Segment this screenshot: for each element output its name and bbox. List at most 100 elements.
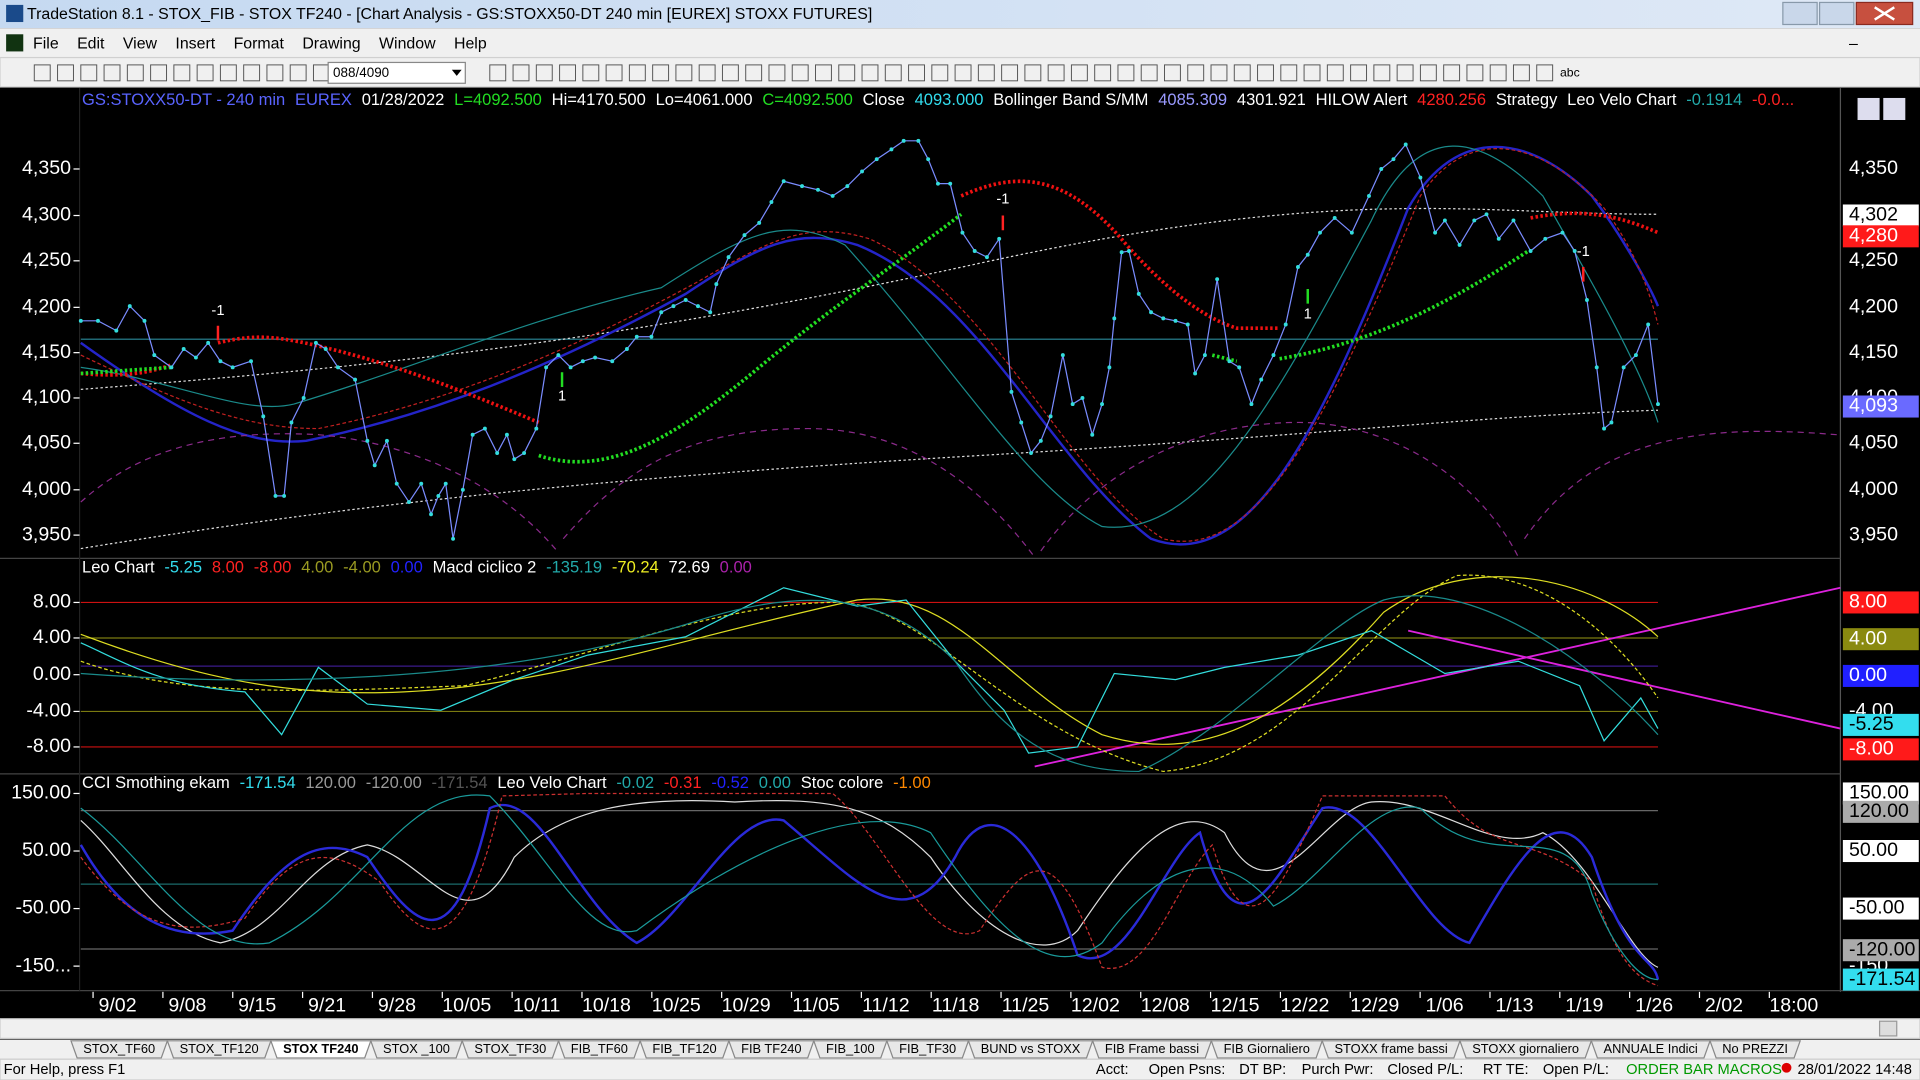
minimize-button[interactable] [1782,1,1818,26]
text-tool[interactable]: abc [1560,66,1580,80]
tab[interactable]: STOX TF240 [270,1040,372,1059]
tool-button[interactable] [150,64,168,82]
tool-button[interactable] [605,64,623,82]
tool-button[interactable] [1047,64,1065,82]
symbol-combobox[interactable] [327,61,466,84]
price-dot [1193,371,1198,376]
price-dot [972,249,977,253]
menu-item[interactable]: Format [234,35,285,52]
tab[interactable]: FIB_TF120 [639,1040,730,1059]
tab[interactable]: FIB_TF30 [885,1040,970,1059]
tool-button[interactable] [243,64,261,82]
tool-button[interactable] [559,64,576,82]
tool-button[interactable] [1117,64,1135,82]
price-dot [800,184,805,189]
scroll-thumb[interactable] [1878,1020,1898,1037]
tool-button[interactable] [1326,64,1344,82]
menu-item[interactable]: Drawing [302,35,360,52]
menu-item[interactable]: Edit [77,35,105,52]
tool-button[interactable] [196,64,214,82]
tool-button[interactable] [815,64,832,82]
tool-button[interactable] [838,64,856,82]
tool-button[interactable] [80,64,98,82]
tool-button[interactable] [103,64,121,82]
tool-button[interactable] [1350,64,1368,82]
menu-item[interactable]: Insert [175,35,215,52]
tab[interactable]: STOXX giornaliero [1459,1040,1593,1059]
tab[interactable]: FIB Frame bassi [1091,1040,1213,1059]
menu-item[interactable]: File [33,35,59,52]
tab[interactable]: STOX_TF120 [166,1040,272,1059]
tool-button[interactable] [33,64,51,82]
tool-button[interactable] [219,64,237,82]
tab[interactable]: FIB TF240 [728,1040,815,1059]
tab[interactable]: FIB_TF60 [557,1040,642,1059]
tool-button[interactable] [1070,64,1088,82]
x-tick-label: 9/02 [98,995,136,1017]
tool-button[interactable] [535,64,553,82]
pane-button[interactable] [1883,97,1906,120]
tool-button[interactable] [1257,64,1274,82]
tool-button[interactable] [1094,64,1112,82]
tab[interactable]: FIB Giornaliero [1210,1040,1324,1059]
tab[interactable]: STOX _100 [369,1040,464,1059]
tool-button[interactable] [266,64,284,82]
tool-button[interactable] [1233,64,1251,82]
menu-item[interactable]: Help [454,35,487,52]
price-dot [1173,318,1178,323]
tool-button[interactable] [1419,64,1437,82]
tool-button[interactable] [861,64,879,82]
tool-button[interactable] [1373,64,1391,82]
tool-button[interactable] [1396,64,1414,82]
tab[interactable]: STOX_TF60 [70,1040,169,1059]
tab[interactable]: FIB_100 [812,1040,888,1059]
price-dot [1185,322,1190,327]
tool-button[interactable] [582,64,600,82]
tool-button[interactable] [1024,64,1042,82]
tool-button[interactable] [1280,64,1298,82]
tool-button[interactable] [289,64,307,82]
tool-button[interactable] [745,64,763,82]
tool-button[interactable] [675,64,693,82]
tab[interactable]: No PREZZI [1709,1040,1802,1059]
horizontal-scrollbar[interactable] [0,1018,1920,1039]
tool-button[interactable] [884,64,902,82]
pane-button[interactable] [1857,97,1880,120]
tool-button[interactable] [126,64,144,82]
tool-button[interactable] [1466,64,1484,82]
tool-button[interactable] [931,64,949,82]
tool-button[interactable] [768,64,786,82]
tool-button[interactable] [1210,64,1228,82]
tab[interactable]: BUND vs STOXX [967,1040,1094,1059]
tool-button[interactable] [57,64,74,82]
tool-button[interactable] [791,64,809,82]
tool-button[interactable] [1536,64,1554,82]
tool-button[interactable] [1164,64,1181,82]
tool-button[interactable] [1443,64,1461,82]
menu-item[interactable]: Window [379,35,436,52]
tool-button[interactable] [977,64,995,82]
tool-button[interactable] [908,64,925,82]
tab[interactable]: ANNUALE Indici [1590,1040,1711,1059]
tool-button[interactable] [1187,64,1205,82]
tool-button[interactable] [628,64,646,82]
pane-header-item: -135.19 [546,558,602,577]
tab[interactable]: STOXX frame bassi [1321,1040,1461,1059]
tool-button[interactable] [1140,64,1158,82]
tool-button[interactable] [173,64,191,82]
tool-button[interactable] [954,64,972,82]
tool-button[interactable] [721,64,739,82]
tool-button[interactable] [1303,64,1321,82]
tab[interactable]: STOX_TF30 [461,1040,560,1059]
tool-button[interactable] [1512,64,1530,82]
tool-button[interactable] [512,64,530,82]
menu-item[interactable]: View [123,35,158,52]
tool-button[interactable] [698,64,716,82]
tool-button[interactable] [652,64,670,82]
tool-button[interactable] [1001,64,1019,82]
maximize-button[interactable] [1818,1,1855,26]
y-tick-label: 50.00 [22,839,71,861]
x-tick-label: 1/06 [1426,995,1464,1017]
tool-button[interactable] [489,64,507,82]
tool-button[interactable] [1489,64,1507,82]
